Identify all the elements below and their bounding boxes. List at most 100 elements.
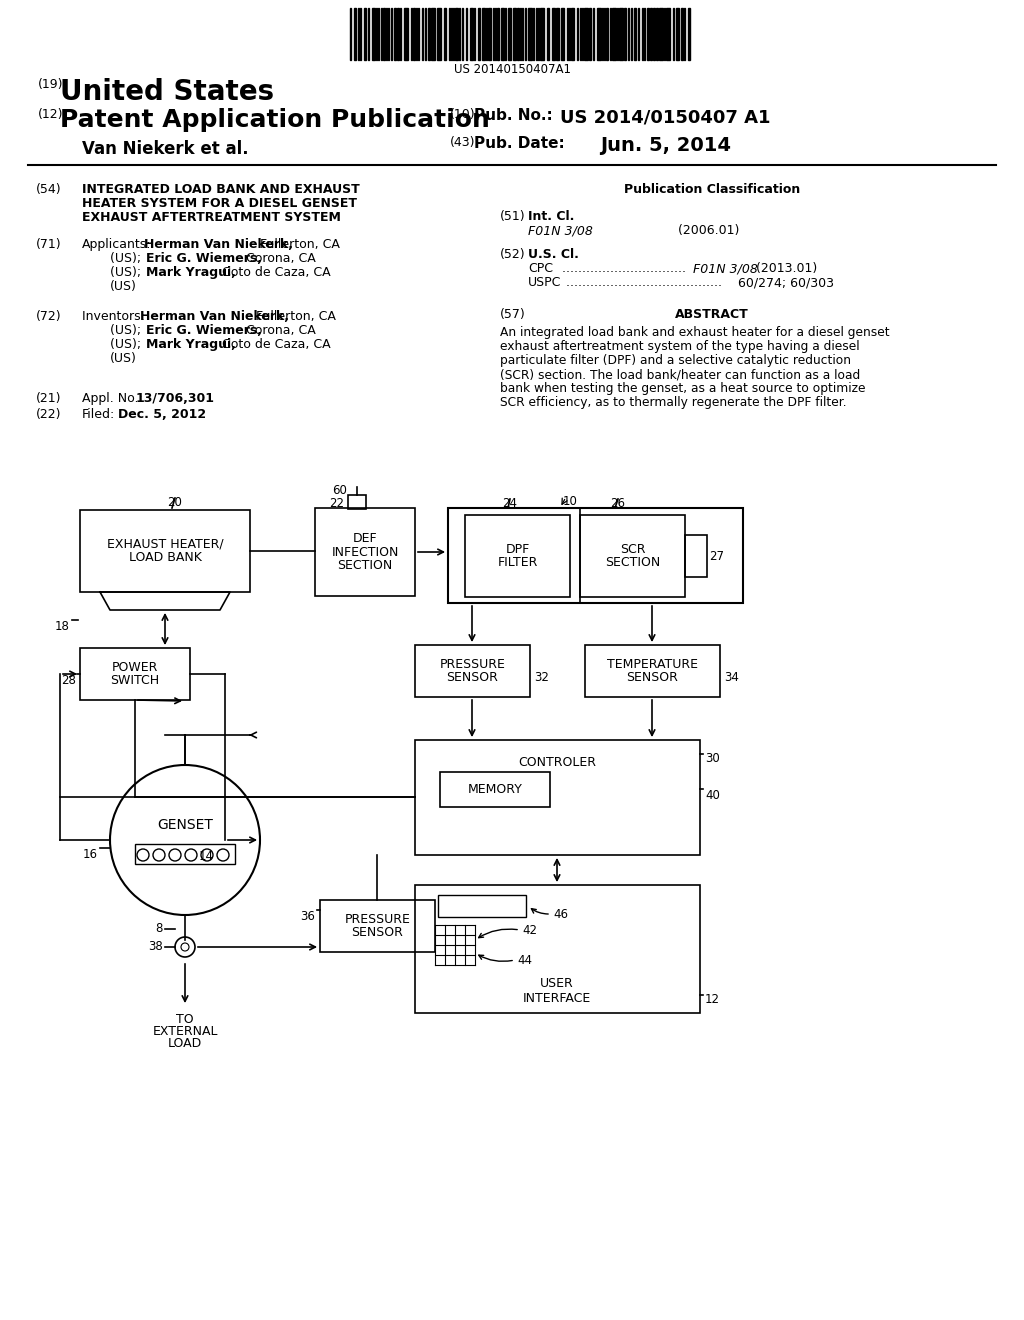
Bar: [431, 8, 435, 59]
Bar: [348, 495, 366, 510]
Text: 10: 10: [562, 495, 578, 508]
Bar: [413, 8, 415, 59]
Text: LOAD: LOAD: [168, 1038, 202, 1049]
Text: ...............................: ...............................: [558, 261, 686, 275]
Text: Applicants:: Applicants:: [82, 238, 152, 251]
Bar: [528, 8, 532, 59]
Text: 14: 14: [199, 850, 214, 863]
Text: Int. Cl.: Int. Cl.: [528, 210, 574, 223]
Text: 28: 28: [61, 675, 76, 686]
Text: (57): (57): [500, 308, 525, 321]
Text: 40: 40: [705, 789, 720, 803]
Text: MEMORY: MEMORY: [468, 783, 522, 796]
Bar: [497, 8, 499, 59]
Text: (2006.01): (2006.01): [638, 224, 739, 238]
Text: U.S. Cl.: U.S. Cl.: [528, 248, 579, 261]
Text: Patent Application Publication: Patent Application Publication: [60, 108, 489, 132]
Text: (SCR) section. The load bank/heater can function as a load: (SCR) section. The load bank/heater can …: [500, 368, 860, 381]
Bar: [455, 8, 458, 59]
Bar: [488, 8, 490, 59]
Bar: [513, 8, 516, 59]
Text: USER
INTERFACE: USER INTERFACE: [523, 977, 591, 1005]
Bar: [561, 8, 564, 59]
Text: Pub. Date:: Pub. Date:: [474, 136, 565, 150]
Text: 46: 46: [553, 908, 568, 920]
Bar: [618, 8, 623, 59]
Text: HEATER SYSTEM FOR A DIESEL GENSET: HEATER SYSTEM FOR A DIESEL GENSET: [82, 197, 357, 210]
Text: F01N 3/08: F01N 3/08: [693, 261, 758, 275]
Text: Filed:: Filed:: [82, 408, 116, 421]
Text: EXTERNAL: EXTERNAL: [153, 1026, 218, 1038]
Bar: [438, 895, 526, 917]
Text: 12: 12: [705, 993, 720, 1006]
Text: TEMPERATURE: TEMPERATURE: [607, 657, 698, 671]
Text: 13/706,301: 13/706,301: [136, 392, 215, 405]
Text: Dec. 5, 2012: Dec. 5, 2012: [118, 408, 206, 421]
Text: PRESSURE: PRESSURE: [344, 912, 411, 925]
Text: TO: TO: [176, 1012, 194, 1026]
Text: 32: 32: [534, 671, 549, 684]
Text: 30: 30: [705, 752, 720, 766]
Text: SECTION: SECTION: [337, 560, 392, 573]
Text: Coto de Caza, CA: Coto de Caza, CA: [218, 267, 331, 279]
Text: An integrated load bank and exhaust heater for a diesel genset: An integrated load bank and exhaust heat…: [500, 326, 890, 339]
Bar: [428, 8, 430, 59]
Bar: [688, 8, 690, 59]
Text: GENSET: GENSET: [157, 818, 213, 832]
Text: DEF: DEF: [352, 532, 377, 545]
Text: INTEGRATED LOAD BANK AND EXHAUST: INTEGRATED LOAD BANK AND EXHAUST: [82, 183, 359, 195]
Text: 36: 36: [300, 909, 315, 923]
Text: (21): (21): [36, 392, 61, 405]
Bar: [364, 8, 366, 59]
Bar: [606, 8, 608, 59]
Text: Eric G. Wiemers,: Eric G. Wiemers,: [146, 323, 262, 337]
Text: (51): (51): [500, 210, 525, 223]
Text: 38: 38: [148, 940, 163, 953]
Text: DPF: DPF: [506, 543, 529, 556]
Text: Inventors:: Inventors:: [82, 310, 148, 323]
Bar: [676, 8, 679, 59]
Text: Fullerton, CA: Fullerton, CA: [252, 310, 336, 323]
Text: 60/274; 60/303: 60/274; 60/303: [738, 276, 834, 289]
Text: 8: 8: [156, 923, 163, 936]
Bar: [394, 8, 396, 59]
Bar: [440, 772, 550, 807]
Text: bank when testing the genset, as a heat source to optimize: bank when testing the genset, as a heat …: [500, 381, 865, 395]
Bar: [354, 8, 356, 59]
Bar: [624, 8, 626, 59]
Text: 20: 20: [168, 496, 182, 510]
Text: SENSOR: SENSOR: [351, 927, 403, 940]
Bar: [508, 8, 511, 59]
Bar: [501, 8, 504, 59]
Bar: [634, 8, 636, 59]
Text: (US);: (US);: [110, 252, 145, 265]
Text: SENSOR: SENSOR: [627, 672, 679, 685]
Text: (10): (10): [450, 108, 475, 121]
Text: CPC: CPC: [528, 261, 553, 275]
Text: (US);: (US);: [110, 323, 145, 337]
Text: (19): (19): [38, 78, 63, 91]
Text: EXHAUST HEATER/: EXHAUST HEATER/: [106, 537, 223, 550]
Text: INFECTION: INFECTION: [332, 545, 398, 558]
Text: (12): (12): [38, 108, 63, 121]
Text: 26: 26: [610, 498, 626, 510]
Text: LOAD BANK: LOAD BANK: [129, 552, 202, 565]
Bar: [404, 8, 408, 59]
Text: US 2014/0150407 A1: US 2014/0150407 A1: [560, 108, 770, 125]
Bar: [589, 8, 591, 59]
Text: Corona, CA: Corona, CA: [242, 252, 315, 265]
Text: F01N 3/08: F01N 3/08: [528, 224, 593, 238]
Text: particulate filter (DPF) and a selective catalytic reduction: particulate filter (DPF) and a selective…: [500, 354, 851, 367]
Bar: [470, 8, 473, 59]
Bar: [681, 8, 683, 59]
Text: 24: 24: [503, 498, 517, 510]
Bar: [478, 8, 480, 59]
Text: USPC: USPC: [528, 276, 561, 289]
Text: (52): (52): [500, 248, 525, 261]
Text: Fullerton, CA: Fullerton, CA: [256, 238, 340, 251]
Bar: [437, 8, 441, 59]
Text: EXHAUST AFTERTREATMENT SYSTEM: EXHAUST AFTERTREATMENT SYSTEM: [82, 211, 341, 224]
Text: United States: United States: [60, 78, 274, 106]
Bar: [552, 8, 555, 59]
Text: (71): (71): [36, 238, 61, 251]
